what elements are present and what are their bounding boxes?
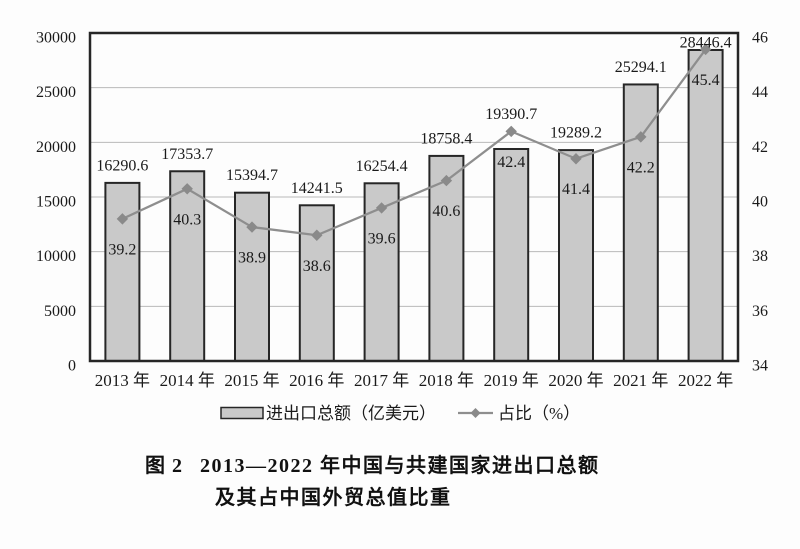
- x-axis-label: 2014 年: [160, 371, 215, 390]
- percent-value-label: 42.4: [497, 154, 525, 171]
- bar-value-label: 19390.7: [485, 106, 537, 123]
- bar-value-label: 16254.4: [356, 158, 408, 175]
- combo-chart-canvas: 16290.6 39.2 17353.7 40.3 15394.7 38.9 14241.5…: [36, 30, 768, 424]
- bar-2016 年: [298, 204, 335, 362]
- figure-caption-text1: 2013—2022 年中国与共建国家进出口总额: [200, 455, 600, 477]
- right-axis-tick: 42: [752, 139, 768, 156]
- left-axis-tick: 30000: [36, 30, 76, 47]
- line-marker-diamond: [699, 43, 712, 56]
- percent-value-label: 40.6: [432, 203, 460, 220]
- percent-value-label: 40.3: [173, 211, 201, 228]
- legend-bar-swatch: [220, 406, 264, 420]
- percent-value-label: 38.9: [238, 250, 266, 267]
- share-line: [121, 48, 707, 237]
- left-axis-tick: 10000: [36, 248, 76, 265]
- legend-bar-label: 进出口总额（亿美元）: [266, 404, 436, 423]
- percent-value-label: 45.4: [692, 72, 720, 89]
- percent-value-label: 42.2: [627, 159, 655, 176]
- bar-value-label: 25294.1: [615, 59, 667, 76]
- left-axis-tick: 5000: [44, 303, 76, 320]
- percent-value-label: 41.4: [562, 181, 590, 198]
- bar-value-label: 16290.6: [96, 157, 148, 174]
- bar-2013 年: [104, 181, 141, 362]
- line-marker-diamond: [116, 213, 129, 225]
- left-axis-tick: 20000: [36, 139, 76, 156]
- left-axis-tick: 0: [68, 358, 76, 375]
- percent-value-label: 38.6: [303, 258, 331, 275]
- figure-caption-line2: 及其占中国外贸总值比重: [215, 487, 452, 509]
- line-marker-diamond: [311, 229, 323, 241]
- bar-2014 年: [169, 170, 206, 362]
- right-axis-tick: 46: [752, 30, 768, 47]
- x-axis-label: 2022 年: [678, 371, 733, 390]
- line-marker-diamond: [505, 125, 517, 138]
- legend-line-label: 占比（%）: [498, 404, 580, 423]
- percent-value-label: 39.2: [108, 241, 136, 258]
- left-axis-tick: 15000: [36, 194, 76, 211]
- bar-2015 年: [234, 191, 270, 362]
- right-axis-tick: 44: [752, 84, 768, 101]
- x-axis-label: 2016 年: [289, 371, 344, 390]
- percent-value-label: 39.6: [368, 230, 396, 247]
- bar-2020 年: [558, 149, 594, 362]
- x-axis-label: 2018 年: [419, 371, 474, 390]
- x-axis-label: 2019 年: [484, 371, 539, 390]
- right-axis-tick: 34: [752, 358, 768, 375]
- x-axis-label: 2017 年: [354, 371, 409, 390]
- x-axis-label: 2013 年: [95, 371, 150, 390]
- x-axis-label: 2020 年: [548, 371, 603, 390]
- figure-number-label: 图 2: [145, 455, 183, 477]
- bar-value-label: 28446.4: [680, 35, 732, 52]
- bar-2021 年: [622, 83, 659, 362]
- legend-line-marker-diamond: [470, 408, 481, 418]
- x-axis-label: 2021 年: [613, 371, 668, 390]
- right-axis-tick: 36: [752, 303, 768, 320]
- x-axis-label: 2015 年: [224, 371, 279, 390]
- line-marker-diamond: [440, 174, 453, 187]
- bar-value-label: 14241.5: [291, 180, 343, 197]
- bar-value-label: 15394.7: [226, 167, 278, 184]
- bar-value-label: 17353.7: [161, 146, 213, 163]
- left-axis-tick: 25000: [36, 84, 76, 101]
- right-axis-tick: 38: [752, 248, 768, 265]
- plot-border: [88, 31, 740, 363]
- figure-caption-line1: 图 2 2013—2022 年中国与共建国家进出口总额: [145, 449, 600, 478]
- bar-value-label: 18758.4: [420, 130, 472, 147]
- line-marker-diamond: [635, 131, 647, 143]
- bar-2022 年: [687, 48, 724, 363]
- line-marker-diamond: [246, 221, 258, 233]
- bar-value-label: 19289.2: [550, 125, 602, 142]
- line-marker-diamond: [375, 202, 388, 214]
- right-axis-tick: 40: [752, 194, 768, 211]
- line-marker-diamond: [570, 153, 582, 165]
- line-marker-diamond: [181, 183, 193, 195]
- bar-2019 年: [493, 147, 530, 362]
